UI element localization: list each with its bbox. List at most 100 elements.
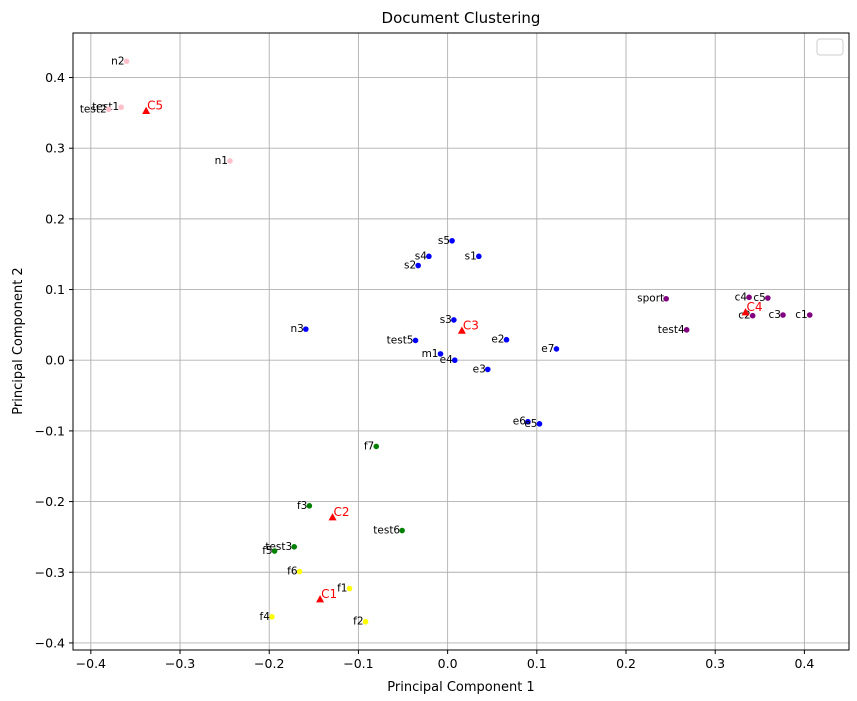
data-point xyxy=(449,237,455,244)
data-point xyxy=(296,568,303,575)
point-label: f6 xyxy=(287,566,298,578)
point-label: f7 xyxy=(364,440,374,452)
data-point xyxy=(412,337,419,344)
cluster-centroids: C5 C3 C4 C2 C1 xyxy=(142,99,763,603)
y-tick-label: −0.2 xyxy=(35,494,65,509)
data-point xyxy=(476,253,482,260)
centroid-marker xyxy=(457,326,466,334)
point-label: c5 xyxy=(753,292,765,304)
point-label: n1 xyxy=(215,155,228,167)
x-tick-label: 0.0 xyxy=(438,656,458,671)
x-tick-label: −0.4 xyxy=(76,656,106,671)
data-point xyxy=(291,544,298,550)
point-label: test1 xyxy=(92,101,119,113)
centroid-marker xyxy=(316,595,325,603)
y-axis-ticks: −0.4 −0.3 −0.2 −0.1 0.0 0.1 0.2 0.3 0.4 xyxy=(35,70,73,650)
centroid-label: C5 xyxy=(147,99,163,113)
data-point xyxy=(749,312,756,319)
data-point xyxy=(105,106,112,113)
point-label: test5 xyxy=(387,334,414,346)
y-axis-label: Principal Component 2 xyxy=(11,267,26,414)
centroid-label: C3 xyxy=(463,319,479,333)
y-tick-label: 0.1 xyxy=(45,282,65,297)
centroid-label: C4 xyxy=(747,300,763,314)
data-point xyxy=(123,58,130,65)
y-tick-label: 0.0 xyxy=(45,353,65,368)
x-tick-label: 0.1 xyxy=(527,656,547,671)
plot-frame xyxy=(72,32,850,651)
point-label: test2 xyxy=(80,103,107,115)
point-label: c3 xyxy=(769,309,781,321)
point-label: s5 xyxy=(438,235,450,247)
x-axis-ticks: −0.4 −0.3 −0.2 −0.1 0.0 0.1 0.2 0.3 0.4 xyxy=(76,650,814,671)
data-point xyxy=(536,421,543,427)
x-tick-label: −0.1 xyxy=(343,656,373,671)
point-label: c4 xyxy=(735,291,748,303)
point-label: f2 xyxy=(353,616,363,628)
point-label: n2 xyxy=(111,55,124,67)
data-point xyxy=(399,527,405,534)
point-label: e5 xyxy=(524,418,537,430)
x-tick-label: −0.2 xyxy=(254,656,284,671)
y-tick-label: −0.1 xyxy=(35,423,65,438)
y-tick-label: 0.3 xyxy=(45,141,65,156)
data-point xyxy=(373,443,380,450)
data-point xyxy=(269,613,275,620)
point-label: sport xyxy=(637,293,664,305)
centroid-label: C1 xyxy=(321,587,337,601)
centroid-marker xyxy=(328,513,337,521)
x-tick-label: 0.2 xyxy=(616,656,636,671)
data-point xyxy=(806,312,813,318)
point-label: s3 xyxy=(440,314,452,326)
data-point xyxy=(503,336,510,343)
point-label: e7 xyxy=(541,343,554,355)
y-tick-label: −0.4 xyxy=(35,635,65,650)
data-point xyxy=(451,357,458,364)
data-point xyxy=(362,618,369,625)
data-point xyxy=(525,418,531,425)
x-tick-label: −0.3 xyxy=(165,656,195,671)
data-point xyxy=(663,295,669,302)
x-axis-label: Principal Component 1 xyxy=(387,680,534,695)
centroid-marker xyxy=(741,308,750,316)
data-point xyxy=(451,317,457,323)
centroid-marker xyxy=(142,106,151,114)
grid-lines xyxy=(73,33,849,650)
data-point xyxy=(484,366,491,373)
y-tick-label: 0.2 xyxy=(45,211,65,226)
point-label: test6 xyxy=(373,525,400,537)
point-label: f1 xyxy=(337,583,347,595)
point-label: f5 xyxy=(262,545,272,557)
point-label: e4 xyxy=(440,354,453,366)
data-point xyxy=(746,294,752,301)
point-label: c1 xyxy=(795,309,807,321)
chart-title: Document Clustering xyxy=(382,9,541,27)
data-point xyxy=(683,327,690,333)
data-point xyxy=(306,503,313,509)
point-label: e6 xyxy=(513,416,526,428)
point-label: test4 xyxy=(658,324,685,336)
point-label: test3 xyxy=(265,541,292,553)
legend-box[interactable] xyxy=(816,38,844,56)
data-point xyxy=(426,253,432,260)
x-tick-label: 0.4 xyxy=(794,656,814,671)
point-label: s1 xyxy=(465,250,477,262)
point-label: s4 xyxy=(415,250,427,262)
centroid-label: C2 xyxy=(334,505,350,519)
data-point xyxy=(346,585,353,592)
point-label: e3 xyxy=(473,363,486,375)
y-tick-label: −0.3 xyxy=(35,565,65,580)
data-point xyxy=(227,158,233,164)
point-label: f3 xyxy=(297,500,307,512)
x-tick-label: 0.3 xyxy=(705,656,725,671)
data-point xyxy=(118,104,124,111)
point-label: f4 xyxy=(260,611,271,623)
data-point xyxy=(437,351,444,357)
data-point xyxy=(765,295,771,301)
data-point xyxy=(553,346,560,352)
point-label: s2 xyxy=(404,260,416,272)
data-point xyxy=(271,548,278,554)
